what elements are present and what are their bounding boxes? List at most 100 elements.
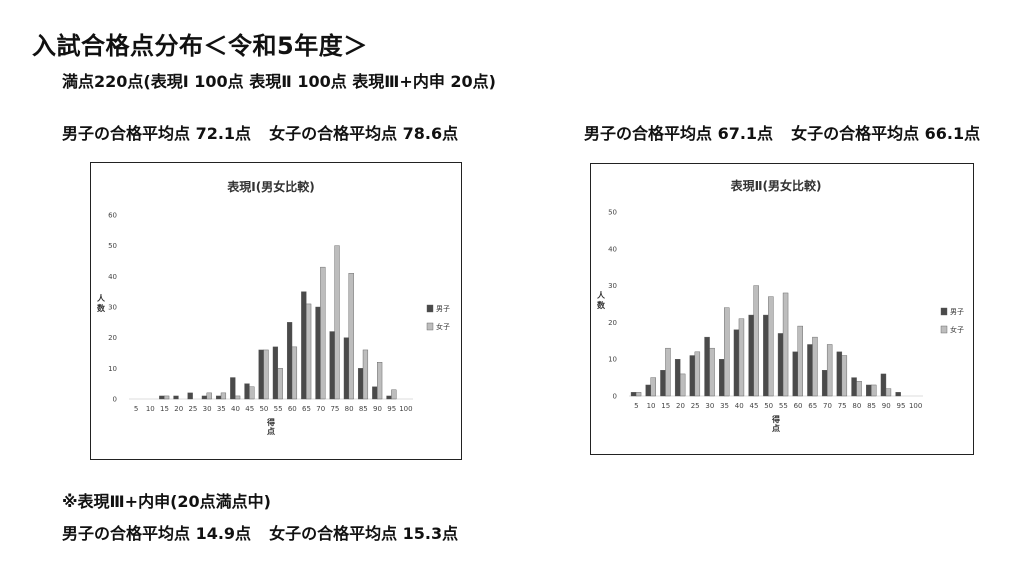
x-tick-label: 70 — [316, 405, 325, 413]
hyogen3-girls-average: 女子の合格平均点 15.3点 — [269, 524, 459, 543]
bar-girls — [812, 336, 818, 397]
x-tick-label: 50 — [259, 405, 268, 413]
x-tick-label: 60 — [288, 405, 297, 413]
bar-boys — [286, 322, 293, 400]
legend-label-girls: 女子 — [950, 325, 964, 334]
bar-boys — [244, 383, 250, 400]
x-tick-label: 85 — [359, 405, 368, 413]
bar-girls — [635, 392, 642, 397]
y-tick-label: 40 — [608, 245, 617, 253]
bar-boys — [201, 395, 208, 400]
x-tick-label: 20 — [174, 405, 183, 413]
bar-boys — [301, 291, 307, 400]
y-tick-label: 30 — [608, 282, 617, 290]
legend-swatch-boys — [426, 304, 434, 313]
x-tick-label: 85 — [867, 402, 876, 410]
hyogen1-averages: 男子の合格平均点 72.1点 女子の合格平均点 78.6点 — [62, 120, 458, 144]
bar-boys — [258, 349, 264, 400]
x-tick-label: 35 — [217, 405, 226, 413]
bar-boys — [386, 395, 392, 400]
bar-boys — [645, 384, 651, 397]
bar-boys — [372, 386, 378, 400]
bar-girls — [753, 285, 759, 397]
full-score-text: 満点220点(表現Ⅰ 100点 表現Ⅱ 100点 表現Ⅲ+内申 20点) — [62, 72, 496, 91]
x-tick-label: 40 — [231, 405, 240, 413]
bar-girls — [306, 303, 312, 400]
x-tick-label: 10 — [146, 405, 155, 413]
hyogen1-boys-average: 男子の合格平均点 72.1点 — [62, 124, 252, 143]
bar-boys — [674, 358, 681, 397]
y-tick-label: 40 — [108, 273, 117, 281]
x-tick-label: 30 — [203, 405, 212, 413]
bar-girls — [206, 392, 212, 400]
bar-girls — [391, 389, 397, 400]
x-tick-label: 65 — [302, 405, 311, 413]
x-tick-label: 90 — [882, 402, 891, 410]
hyogen2-boys-average: 男子の合格平均点 67.1点 — [584, 124, 774, 143]
bar-boys — [689, 355, 696, 397]
y-axis-label: 人数 — [597, 290, 606, 310]
x-tick-label: 40 — [735, 402, 744, 410]
bar-girls — [738, 318, 745, 397]
bar-boys — [329, 331, 335, 400]
hyogen1-girls-average: 女子の合格平均点 78.6点 — [269, 124, 459, 143]
hyogen3-note: ※表現Ⅲ+内申(20点満点中) — [62, 492, 271, 511]
x-tick-label: 25 — [188, 405, 197, 413]
legend-label-boys: 男子 — [436, 305, 450, 313]
x-tick-label: 95 — [387, 405, 396, 413]
legend-swatch-boys — [940, 307, 948, 316]
hyogen3-averages: 男子の合格平均点 14.9点 女子の合格平均点 15.3点 — [62, 520, 458, 544]
chart-hyogen2: 表現Ⅱ(男女比較) 0 10 20 30 40 50 人数 5 10 15 20 25 30 35 40 45 5… — [590, 163, 974, 455]
bar-girls — [679, 373, 686, 397]
x-tick-label: 100 — [399, 405, 412, 413]
chart-hyogen2-svg: 表現Ⅱ(男女比較) 0 10 20 30 40 50 人数 5 10 15 20 25 30 35 40 45 5… — [597, 178, 964, 433]
bar-boys — [880, 373, 887, 397]
hyogen2-girls-average: 女子の合格平均点 66.1点 — [791, 124, 981, 143]
bar-girls — [694, 351, 701, 397]
chart-hyogen1: 表現Ⅰ(男女比較) 0 10 20 30 40 50 60 人数 5 10 15 20 25 30 35 40 4… — [90, 162, 462, 460]
bar-girls — [235, 395, 241, 400]
x-tick-label: 20 — [676, 402, 685, 410]
x-tick-label: 80 — [852, 402, 861, 410]
chart-title: 表現Ⅰ(男女比較) — [226, 179, 314, 194]
bar-boys — [173, 395, 179, 400]
y-tick-label: 50 — [608, 209, 617, 217]
bar-girls — [164, 395, 170, 400]
bar-boys — [763, 314, 769, 397]
x-tick-label: 15 — [661, 402, 670, 410]
x-tick-label: 60 — [794, 402, 803, 410]
x-tick-label: 55 — [779, 402, 788, 410]
bar-boys — [851, 377, 857, 397]
legend-swatch-girls — [426, 322, 434, 331]
x-tick-label: 45 — [749, 402, 758, 410]
bar-boys — [748, 314, 754, 397]
y-tick-label: 10 — [108, 365, 117, 373]
legend-label-boys: 男子 — [950, 308, 964, 316]
bar-boys — [719, 358, 725, 397]
chart-title: 表現Ⅱ(男女比較) — [730, 178, 822, 193]
x-tick-label: 95 — [896, 402, 905, 410]
legend-label-girls: 女子 — [436, 322, 450, 331]
bar-boys — [215, 395, 222, 400]
x-axis-label: 得点 — [266, 417, 275, 436]
hyogen3-boys-average: 男子の合格平均点 14.9点 — [62, 524, 252, 543]
bar-boys — [807, 344, 813, 397]
x-tick-label: 80 — [345, 405, 354, 413]
chart-hyogen1-svg: 表現Ⅰ(男女比較) 0 10 20 30 40 50 60 人数 5 10 15 20 25 30 35 40 4… — [97, 179, 450, 436]
x-tick-label: 5 — [134, 405, 138, 413]
x-tick-label: 90 — [373, 405, 382, 413]
bar-girls — [348, 273, 354, 400]
x-tick-label: 100 — [909, 402, 922, 410]
bar-boys — [733, 329, 740, 397]
bar-boys — [660, 370, 666, 397]
x-tick-label: 70 — [823, 402, 832, 410]
bar-girls — [263, 349, 269, 400]
bar-boys — [272, 346, 279, 400]
bar-girls — [797, 325, 803, 397]
hyogen2-averages: 男子の合格平均点 67.1点 女子の合格平均点 66.1点 — [584, 120, 980, 144]
legend-swatch-girls — [940, 325, 948, 334]
bar-boys — [357, 368, 364, 400]
bar-boys — [777, 333, 784, 397]
x-tick-label: 45 — [245, 405, 254, 413]
x-tick-label: 5 — [634, 402, 638, 410]
